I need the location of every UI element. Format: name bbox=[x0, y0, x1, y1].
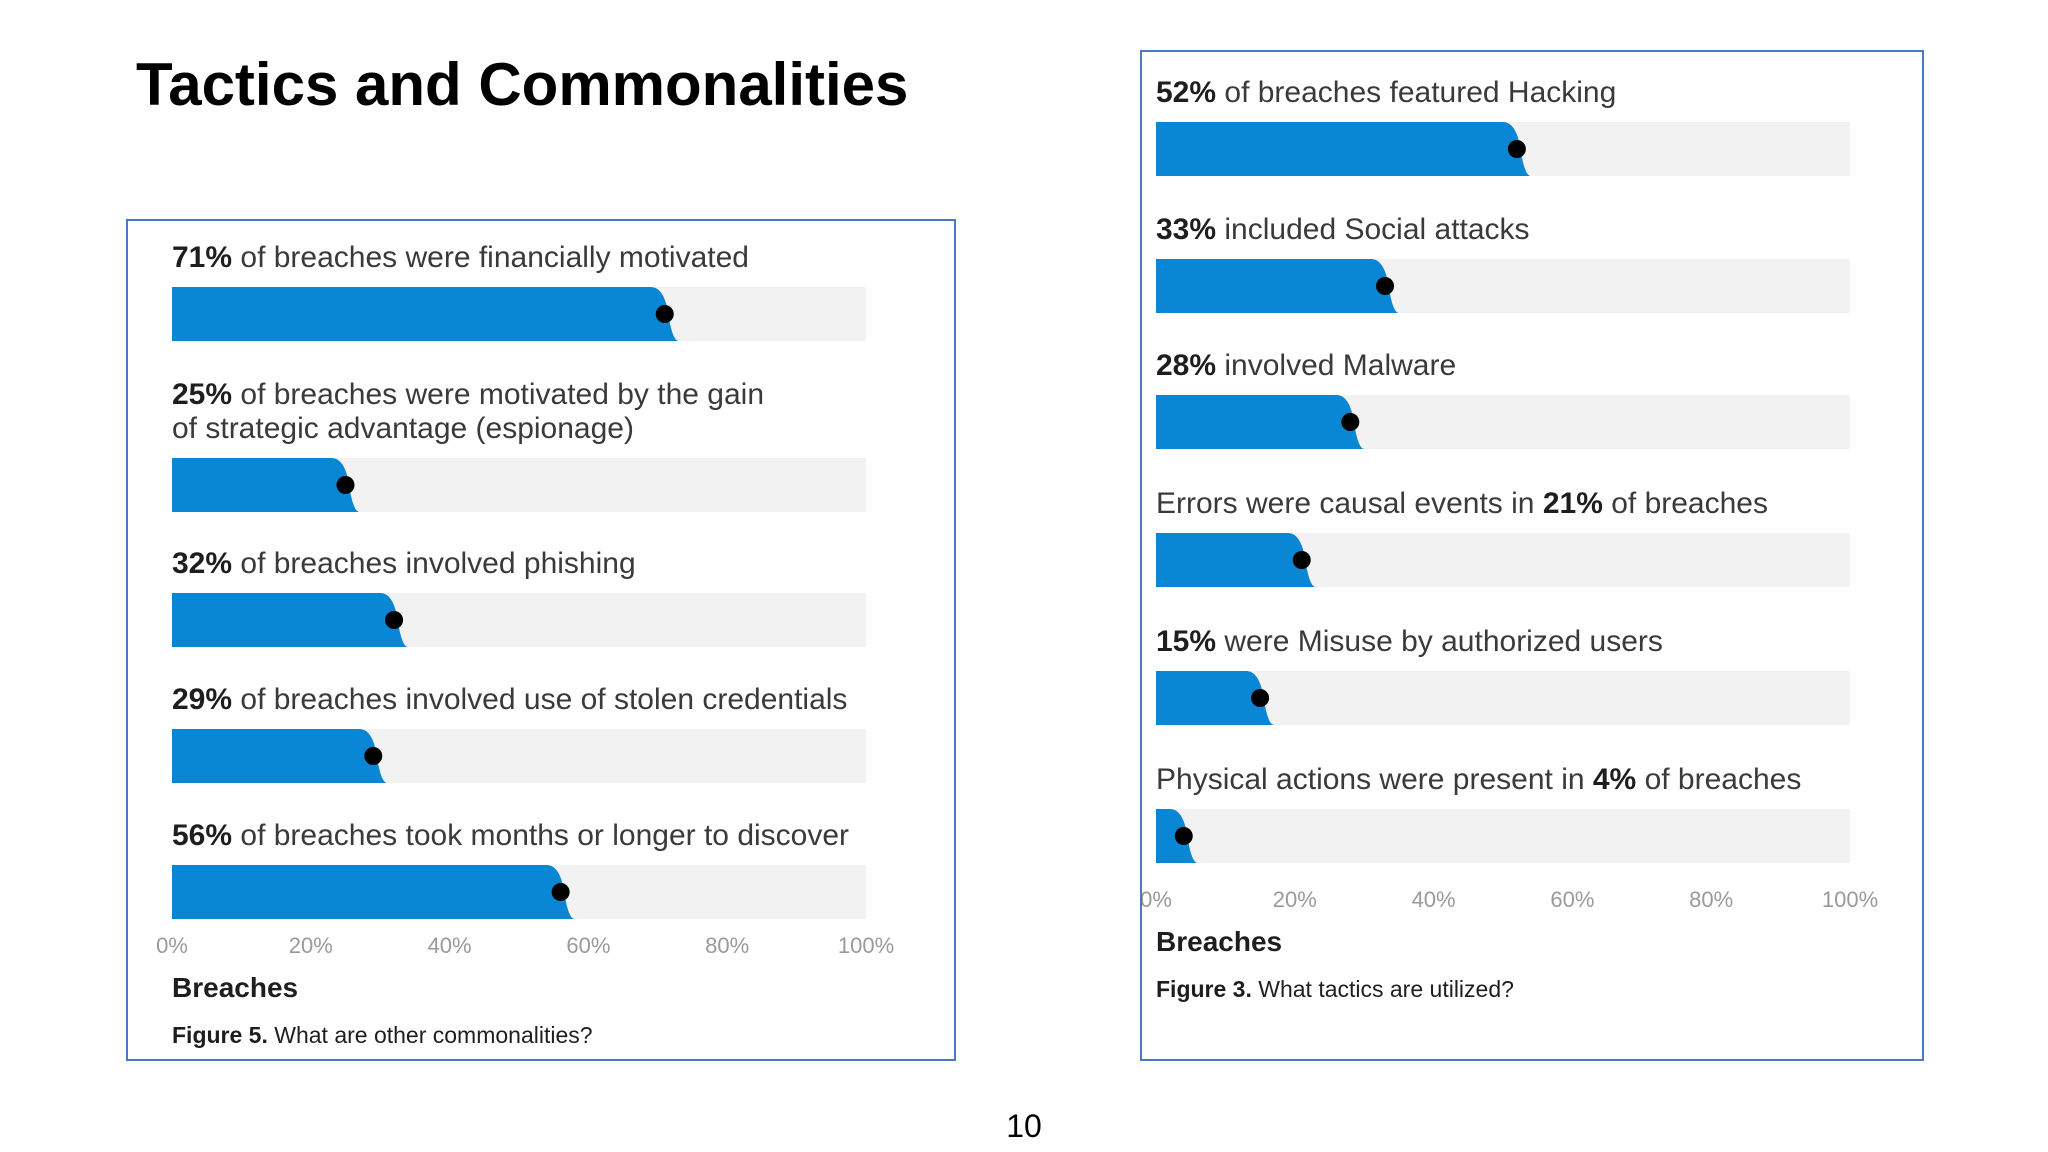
bar-label: 33% included Social attacks bbox=[1156, 213, 1530, 246]
x-tick-label: 20% bbox=[1273, 887, 1317, 912]
x-tick-label: 100% bbox=[838, 933, 894, 958]
bar-label-percent: 52% bbox=[1156, 76, 1216, 109]
bar-marker bbox=[364, 747, 383, 765]
x-tick-label: 80% bbox=[1689, 887, 1733, 912]
bar-marker bbox=[1174, 827, 1193, 845]
bar-marker bbox=[551, 883, 570, 901]
figure-caption-text: What are other commonalities? bbox=[268, 1022, 593, 1048]
bar-label-percent: 28% bbox=[1156, 349, 1216, 382]
bar-label: of strategic advantage (espionage) bbox=[172, 412, 634, 445]
bar-label: 28% involved Malware bbox=[1156, 349, 1456, 382]
bar bbox=[172, 865, 575, 919]
bar-label: 52% of breaches featured Hacking bbox=[1156, 76, 1616, 109]
x-tick-label: 60% bbox=[1550, 887, 1594, 912]
x-axis-title: Breaches bbox=[172, 972, 298, 1003]
bar bbox=[1156, 259, 1400, 313]
bar-label-text: of strategic advantage (espionage) bbox=[172, 412, 634, 445]
bar-label-text: of breaches were financially motivated bbox=[232, 241, 749, 274]
bar-label-percent: 25% bbox=[172, 378, 232, 411]
bar bbox=[172, 593, 409, 647]
figure-caption: Figure 5. What are other commonalities? bbox=[172, 1022, 593, 1048]
bar-label-percent: 71% bbox=[172, 241, 232, 274]
figure-5-panel: 71% of breaches were financially motivat… bbox=[126, 219, 956, 1061]
bar-label-text: Physical actions were present in bbox=[1156, 763, 1593, 796]
bar-label-text: of breaches involved use of stolen crede… bbox=[232, 683, 847, 716]
bar-label-percent: 32% bbox=[172, 547, 232, 580]
bar-label-text: were Misuse by authorized users bbox=[1216, 625, 1663, 658]
bar-label-percent: 56% bbox=[172, 819, 232, 852]
bar-marker bbox=[1292, 551, 1311, 569]
bar-track bbox=[1156, 809, 1850, 863]
figure-5-chart: 71% of breaches were financially motivat… bbox=[156, 241, 894, 1048]
figure-3-panel: 52% of breaches featured Hacking 33% incl… bbox=[1140, 50, 1924, 1061]
figure-caption-label: Figure 3. bbox=[1156, 976, 1252, 1002]
bar-marker bbox=[1376, 277, 1395, 295]
bar bbox=[1156, 671, 1275, 725]
figure-caption-text: What tactics are utilized? bbox=[1252, 976, 1514, 1002]
bar-label: 25% of breaches were motivated by the ga… bbox=[172, 378, 764, 411]
bar-marker bbox=[336, 476, 355, 494]
bar-label-text: of breaches bbox=[1636, 763, 1801, 796]
bar-marker bbox=[655, 305, 674, 323]
bar bbox=[1156, 395, 1365, 449]
bar-label: 56% of breaches took months or longer to… bbox=[172, 819, 849, 852]
x-tick-label: 80% bbox=[705, 933, 749, 958]
bar-label: Physical actions were present in 4% of b… bbox=[1156, 763, 1801, 796]
bar-label-text: Errors were causal events in bbox=[1156, 487, 1543, 520]
page-number: 10 bbox=[1006, 1108, 1042, 1144]
bar bbox=[1156, 122, 1531, 176]
x-axis-title: Breaches bbox=[1156, 926, 1282, 957]
bar-label-text: of breaches featured Hacking bbox=[1216, 76, 1616, 109]
bar-label: 29% of breaches involved use of stolen c… bbox=[172, 683, 847, 716]
bar-label-text: of breaches involved phishing bbox=[232, 547, 636, 580]
x-tick-label: 60% bbox=[566, 933, 610, 958]
bar-label: Errors were causal events in 21% of brea… bbox=[1156, 487, 1768, 520]
bar-label-percent: 15% bbox=[1156, 625, 1216, 658]
bar-marker bbox=[1251, 689, 1270, 707]
bar-label-text: of breaches were motivated by the gain bbox=[232, 378, 764, 411]
figure-caption-label: Figure 5. bbox=[172, 1022, 268, 1048]
bar-label-text: of breaches took months or longer to dis… bbox=[232, 819, 849, 852]
x-tick-label: 0% bbox=[1142, 887, 1172, 912]
bar-label-percent: 29% bbox=[172, 683, 232, 716]
bar-label-text: of breaches bbox=[1603, 487, 1768, 520]
bar-marker bbox=[1507, 140, 1526, 158]
bar-track bbox=[1156, 671, 1850, 725]
bar-label-percent: 33% bbox=[1156, 213, 1216, 246]
bar-label-text: involved Malware bbox=[1216, 349, 1456, 382]
bar-label: 32% of breaches involved phishing bbox=[172, 547, 636, 580]
bar bbox=[172, 458, 360, 512]
x-tick-label: 100% bbox=[1822, 887, 1878, 912]
bar-marker bbox=[385, 611, 404, 629]
bar-label-percent: 4% bbox=[1593, 763, 1636, 796]
bar-label-text: included Social attacks bbox=[1216, 213, 1530, 246]
x-tick-label: 0% bbox=[156, 933, 188, 958]
figure-caption: Figure 3. What tactics are utilized? bbox=[1156, 976, 1514, 1002]
slide-title: Tactics and Commonalities bbox=[136, 51, 909, 118]
bar bbox=[1156, 533, 1316, 587]
bar bbox=[172, 729, 388, 783]
figure-3-chart: 52% of breaches featured Hacking 33% incl… bbox=[1142, 76, 1878, 1002]
bar bbox=[172, 287, 679, 341]
x-tick-label: 40% bbox=[1412, 887, 1456, 912]
x-tick-label: 20% bbox=[289, 933, 333, 958]
bar-label: 71% of breaches were financially motivat… bbox=[172, 241, 749, 274]
bar-marker bbox=[1341, 413, 1360, 431]
x-tick-label: 40% bbox=[428, 933, 472, 958]
bar-label: 15% were Misuse by authorized users bbox=[1156, 625, 1663, 658]
bar-label-percent: 21% bbox=[1543, 487, 1603, 520]
